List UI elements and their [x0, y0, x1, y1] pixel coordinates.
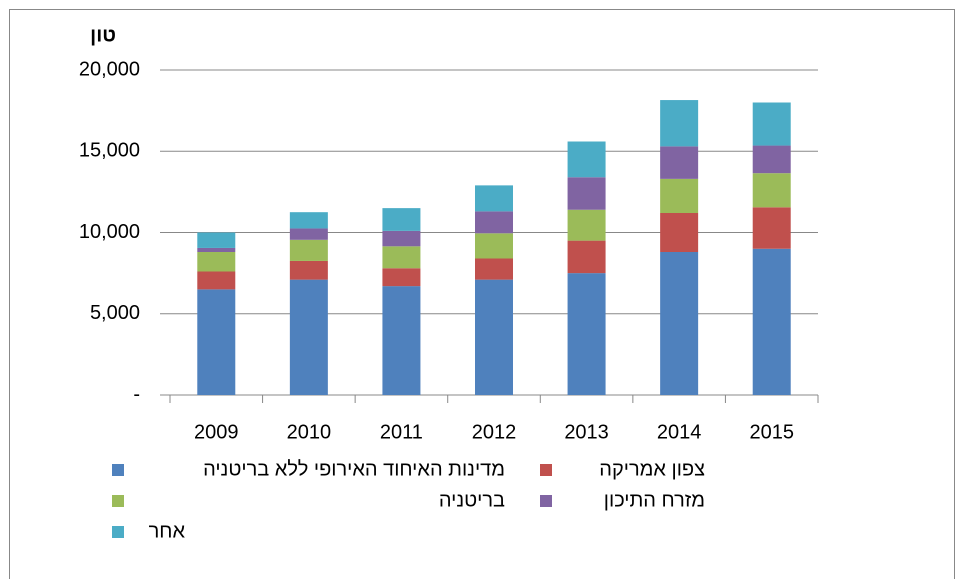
bar-segment: [289, 212, 328, 229]
bar-segment: [475, 258, 513, 280]
bar-segment: [382, 246, 421, 269]
legend-label: מדינות האיחוד האירופי ללא בריטניה: [203, 458, 505, 480]
legend-label: מזרח התיכון: [604, 489, 705, 511]
y-axis-title: טון: [90, 24, 116, 46]
bar-segment: [197, 271, 236, 290]
bar-segment: [382, 230, 421, 247]
bar-segment: [382, 268, 421, 287]
legend-swatch: [540, 464, 552, 476]
legend-label: אחר: [149, 520, 186, 542]
bar-segment: [382, 286, 421, 395]
bar-segment: [475, 233, 513, 259]
y-tick-label: -: [133, 383, 140, 405]
bar-segment: [660, 178, 699, 213]
x-tick-label: 2014: [657, 421, 702, 443]
bar-segment: [660, 252, 699, 395]
bar-segment: [475, 185, 513, 212]
legend-label: צפון אמריקה: [599, 458, 705, 480]
bar-segment: [289, 239, 328, 261]
bar-segment: [752, 173, 791, 208]
legend-swatch: [112, 464, 124, 476]
bar-segment: [660, 213, 699, 252]
legend-swatch: [112, 495, 124, 507]
bar-segment: [197, 247, 236, 252]
bar-segment: [197, 289, 236, 395]
legend-swatch: [112, 526, 124, 538]
x-tick-label: 2015: [749, 421, 794, 443]
x-tick-label: 2010: [287, 421, 332, 443]
y-tick-label: 15,000: [79, 140, 140, 162]
y-tick-label: 10,000: [79, 221, 140, 243]
bar-segment: [289, 260, 328, 280]
legend-label: בריטניה: [439, 489, 505, 511]
x-tick-label: 2013: [564, 421, 609, 443]
bar-segment: [197, 252, 236, 272]
y-tick-label: 5,000: [90, 302, 140, 324]
bar-segment: [567, 177, 606, 210]
bar-segment: [382, 208, 421, 231]
bar-segment: [289, 228, 328, 240]
x-tick-label: 2012: [472, 421, 517, 443]
legend-swatch: [540, 495, 552, 507]
bar-segment: [567, 141, 606, 178]
bar-segment: [660, 146, 699, 179]
bar-segment: [752, 102, 791, 146]
bar-segment: [567, 273, 606, 395]
bar-segment: [197, 232, 236, 248]
bar-segment: [567, 240, 606, 274]
bar-segment: [475, 279, 513, 395]
x-tick-label: 2011: [380, 421, 423, 443]
bar-segment: [289, 279, 328, 395]
bar-segment: [752, 248, 791, 395]
bar-segment: [752, 145, 791, 174]
chart-border: [9, 9, 955, 579]
bar-segment: [660, 100, 699, 147]
x-tick-label: 2009: [194, 421, 239, 443]
y-tick-label: 20,000: [79, 58, 140, 80]
bar-segment: [752, 207, 791, 249]
bar-segment: [567, 209, 606, 241]
bar-segment: [475, 211, 513, 234]
